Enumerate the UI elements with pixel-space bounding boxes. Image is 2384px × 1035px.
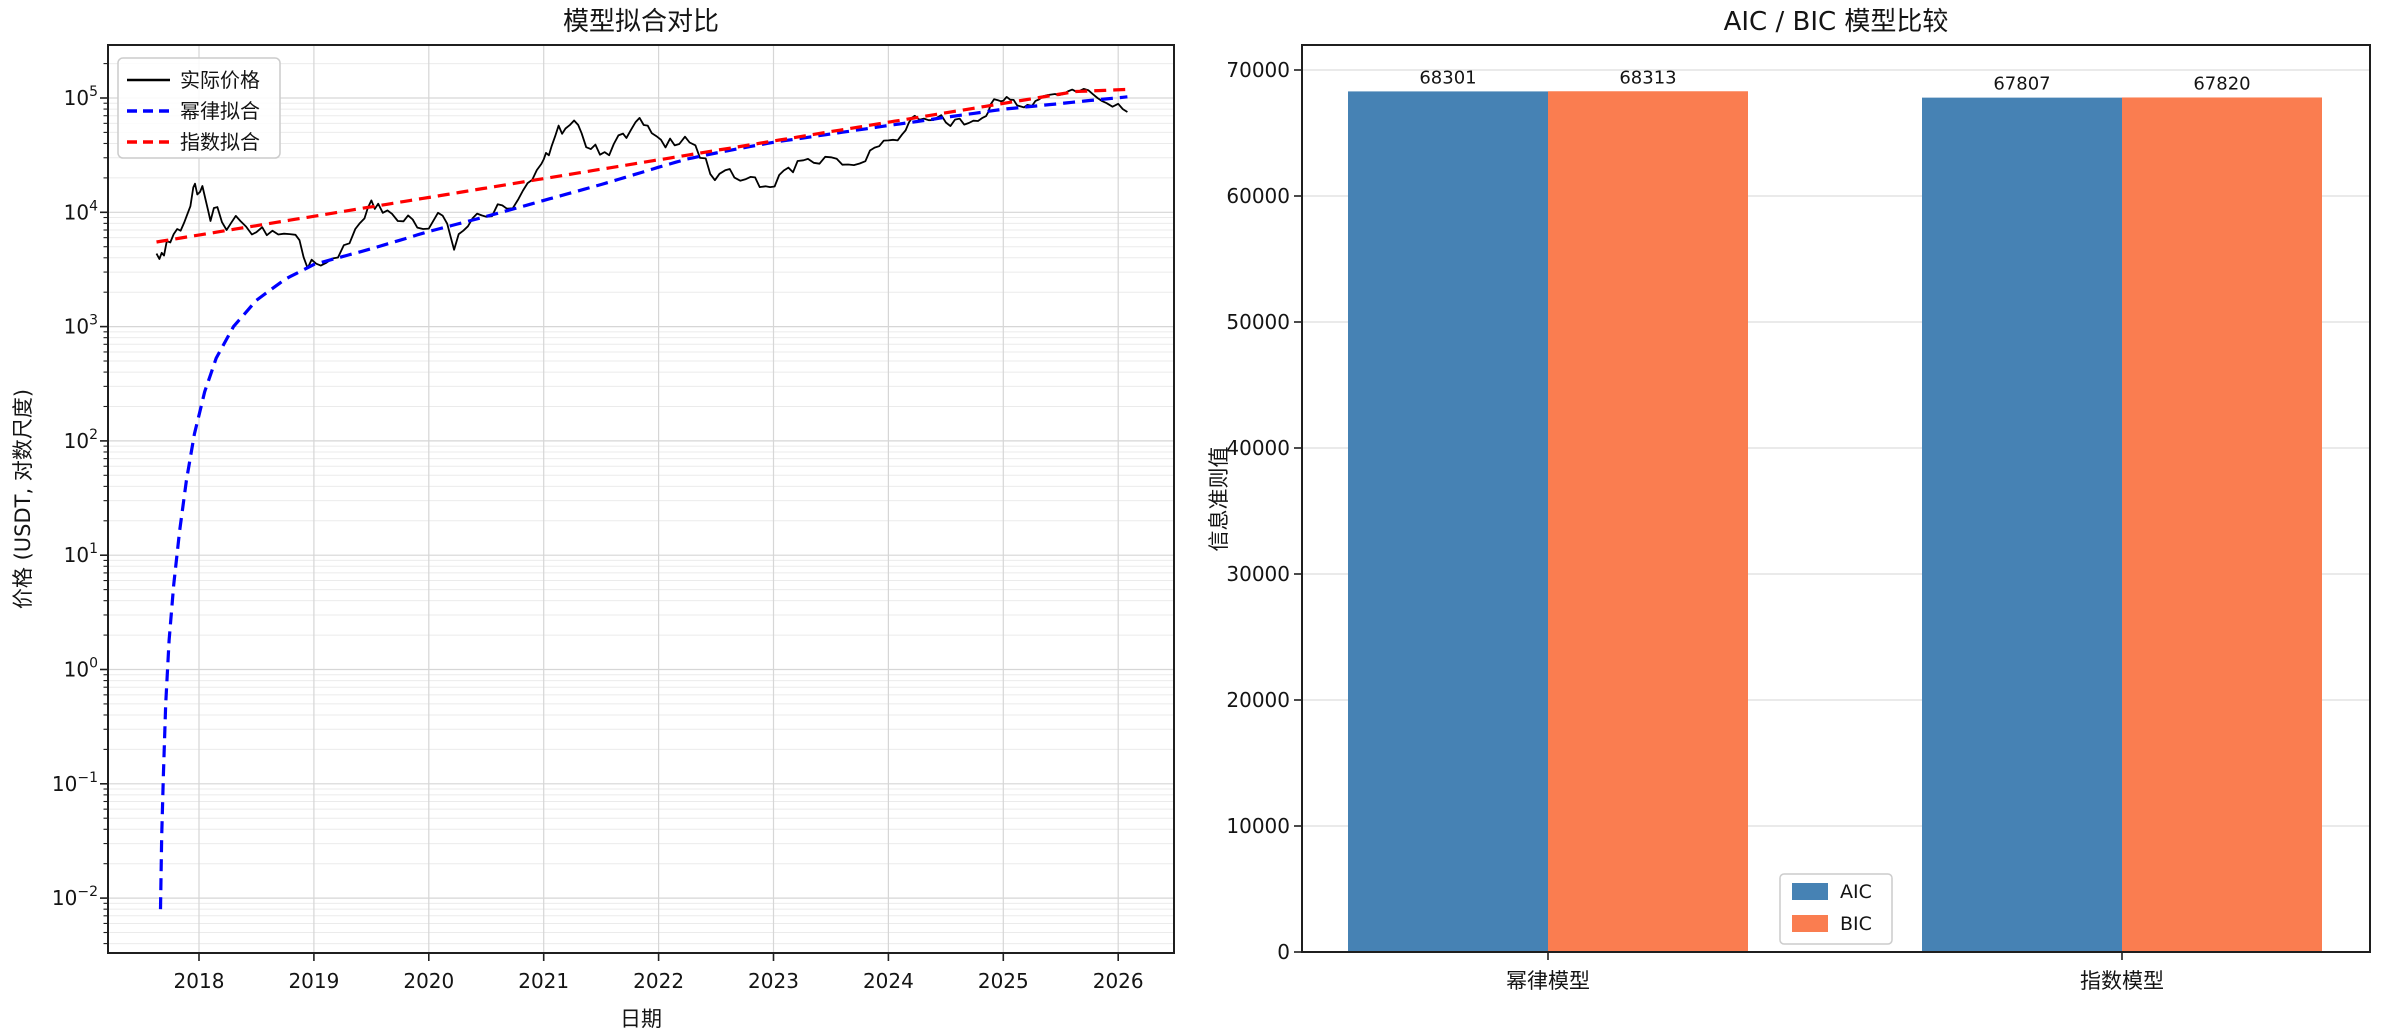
x-tick-label: 2024 <box>863 969 914 993</box>
left-chart-spines <box>107 44 1175 954</box>
legend-box <box>117 57 281 159</box>
bar-bic-0 <box>1548 91 1748 952</box>
bar-aic-0 <box>1348 91 1548 952</box>
legend-swatch-aic <box>1792 883 1828 900</box>
right-chart-legend: AIC BIC <box>1779 873 1893 945</box>
legend-label-exponential: 指数拟合 <box>180 130 260 154</box>
x-tick-label: 2018 <box>174 969 225 993</box>
left-chart-legend: 实际价格 幂律拟合 指数拟合 <box>117 57 281 159</box>
x-tick-label: 2020 <box>403 969 454 993</box>
x-tick-label: 2023 <box>748 969 799 993</box>
y-tick-label: 10−2 <box>52 884 98 910</box>
bar-value-label: 68301 <box>1419 67 1476 88</box>
y-tick-label: 101 <box>64 541 98 567</box>
y-tick-label: 10000 <box>1226 814 1290 838</box>
bar-bic-1 <box>2122 97 2322 952</box>
bar-value-label: 67820 <box>2193 73 2250 94</box>
category-label: 指数模型 <box>2080 969 2164 993</box>
right-chart-spines <box>1301 44 2371 953</box>
y-tick-label: 30000 <box>1226 562 1290 586</box>
y-tick-label: 10−1 <box>52 770 98 796</box>
legend-swatch-bic <box>1792 915 1828 932</box>
y-tick-label: 0 <box>1277 940 1290 964</box>
powerlaw-fit-line <box>158 95 1128 910</box>
bar-value-label: 68313 <box>1619 67 1676 88</box>
x-tick-label: 2021 <box>518 969 569 993</box>
y-tick-label: 100 <box>64 656 98 682</box>
y-tick-label: 103 <box>64 313 98 339</box>
y-tick-label: 70000 <box>1226 58 1290 82</box>
x-tick-label: 2026 <box>1093 969 1144 993</box>
bar-value-label: 67807 <box>1993 74 2050 95</box>
left-chart-title: 模型拟合对比 <box>563 7 719 37</box>
bar-aic-1 <box>1922 97 2122 953</box>
y-tick-label: 40000 <box>1226 436 1290 460</box>
left-chart-grid <box>108 45 1174 953</box>
right-chart-ylabel: 信息准则值 <box>1207 447 1231 552</box>
right-chart-bars: 68301 68313 67807 67820 <box>1348 67 2322 953</box>
legend-label-powerlaw: 幂律拟合 <box>180 99 260 123</box>
exponential-fit-line <box>156 87 1128 244</box>
left-chart-ticks: 105 104 103 102 101 100 10−1 10−2 2018 2019 2020 20… <box>52 63 1144 993</box>
y-tick-label: 105 <box>64 84 98 110</box>
y-tick-label: 50000 <box>1226 310 1290 334</box>
y-tick-label: 102 <box>64 427 98 453</box>
right-chart-ticks: 0 10000 20000 30000 40000 50000 60000 70000 幂律模型… <box>1226 58 2164 993</box>
y-tick-label: 60000 <box>1226 184 1290 208</box>
legend-label-actual: 实际价格 <box>180 68 260 92</box>
right-chart-title: AIC / BIC 模型比较 <box>1724 7 1949 37</box>
legend-label-bic: BIC <box>1840 913 1872 935</box>
category-label: 幂律模型 <box>1506 969 1590 993</box>
left-chart-series <box>155 87 1128 910</box>
x-tick-label: 2025 <box>978 969 1029 993</box>
left-chart-xlabel: 日期 <box>620 1007 662 1031</box>
legend-label-aic: AIC <box>1840 881 1872 903</box>
price-line <box>155 88 1128 269</box>
y-tick-label: 20000 <box>1226 688 1290 712</box>
x-tick-label: 2019 <box>288 969 339 993</box>
y-tick-label: 104 <box>64 198 98 224</box>
x-tick-label: 2022 <box>633 969 684 993</box>
left-chart-ylabel: 价格 (USDT, 对数尺度) <box>11 389 35 609</box>
